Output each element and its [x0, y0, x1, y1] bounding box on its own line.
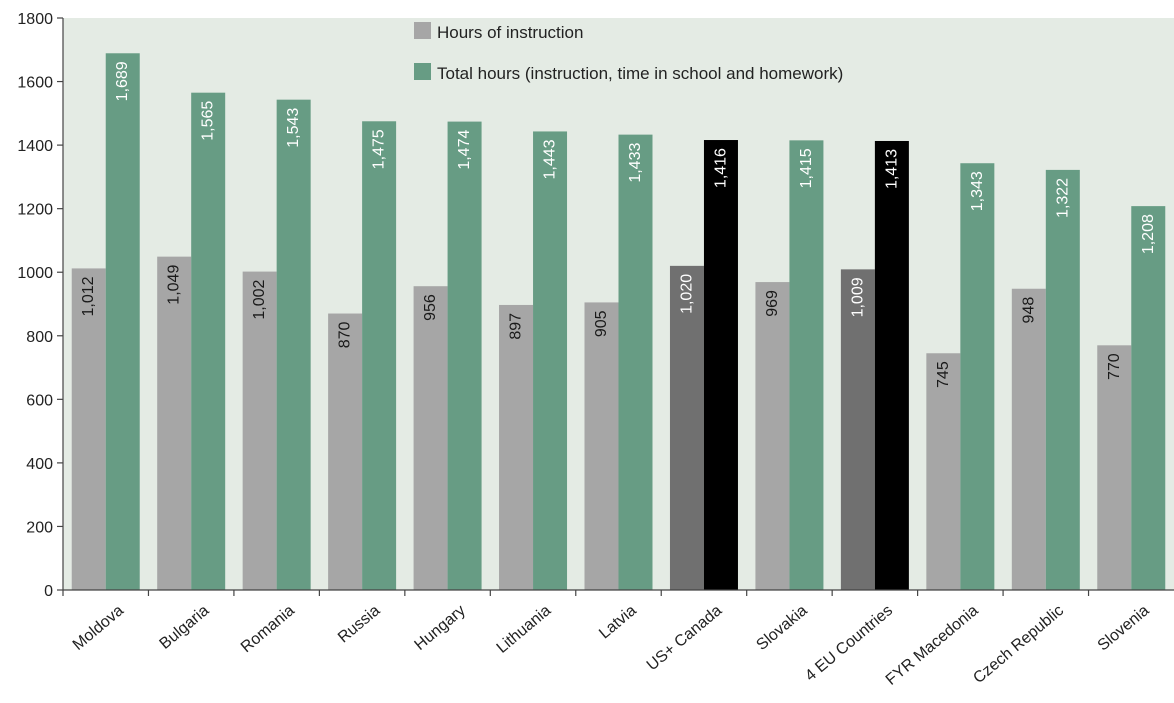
category-label-lithuania: Lithuania — [494, 602, 555, 657]
bar-instruction-lithuania — [499, 304, 534, 590]
bar-value-label: 1,049 — [166, 265, 183, 305]
y-ticks-group: 0 200 400 600 800 1000 1200 1400 1600 1800 — [17, 11, 63, 600]
bar-value-label: 745 — [935, 361, 952, 388]
category-label-bulgaria: Bulgaria — [157, 602, 213, 653]
bar-total-latvia — [618, 134, 653, 590]
category-label-fyr-macedonia: FYR Macedonia — [883, 602, 982, 689]
category-label-slovakia: Slovakia — [753, 602, 810, 654]
bar-value-label: 905 — [593, 310, 610, 337]
bar-instruction-slovenia — [1097, 345, 1132, 590]
legend-swatch-total-hours — [414, 63, 431, 80]
y-tick-label: 1800 — [17, 11, 53, 28]
bar-value-label: 870 — [337, 321, 354, 348]
bar-value-label: 897 — [508, 313, 525, 340]
category-label-us-canada: US+ Canada — [644, 602, 726, 674]
legend-label-hours-of-instruction: Hours of instruction — [437, 23, 583, 42]
bar-value-label: 948 — [1020, 297, 1037, 324]
bar-instruction-us-canada — [669, 265, 704, 590]
bar-total-fyr-macedonia — [960, 163, 995, 591]
bar-value-label: 956 — [422, 294, 439, 321]
bar-total-moldova — [105, 53, 140, 591]
legend-swatch-hours-of-instruction — [414, 22, 431, 39]
bar-instruction-russia — [328, 313, 363, 590]
bar-total-czech-republic — [1045, 169, 1080, 591]
y-tick-label: 1200 — [17, 202, 53, 219]
category-label-latvia: Latvia — [596, 602, 640, 643]
bar-value-label: 1,543 — [285, 108, 302, 148]
bar-instruction-czech-republic — [1011, 288, 1046, 590]
bar-value-label: 969 — [764, 290, 781, 317]
bar-total-us-canada — [703, 140, 738, 590]
bar-total-bulgaria — [191, 92, 226, 590]
bar-labels-group: 1,012 1,689 1,049 1,565 1,002 1,543 870 1,475 95… — [80, 61, 1157, 388]
y-tick-label: 1600 — [17, 75, 53, 92]
legend-label-total-hours: Total hours (instruction, time in school… — [437, 64, 843, 83]
bar-total-slovakia — [789, 140, 824, 590]
bar-total-hungary — [447, 121, 482, 591]
bar-value-label: 1,413 — [883, 149, 900, 189]
y-tick-label: 1000 — [17, 265, 53, 282]
category-label-czech-republic: Czech Republic — [970, 602, 1067, 687]
bar-instruction-romania — [242, 271, 277, 590]
bar-value-label: 770 — [1106, 353, 1123, 380]
bar-total-4-eu-countries — [874, 140, 909, 591]
bar-instruction-fyr-macedonia — [926, 353, 961, 590]
bar-total-slovenia — [1131, 206, 1166, 590]
bar-total-russia — [362, 121, 397, 591]
bar-value-label: 1,416 — [712, 148, 729, 188]
bar-instruction-slovakia — [755, 282, 790, 590]
y-tick-label: 800 — [26, 329, 53, 346]
category-label-romania: Romania — [238, 602, 298, 656]
bar-value-label: 1,474 — [456, 130, 473, 170]
bars-group — [71, 53, 1166, 591]
bar-instruction-bulgaria — [157, 256, 192, 590]
bar-value-label: 1,433 — [627, 143, 644, 183]
bar-value-label: 1,415 — [798, 148, 815, 188]
bar-total-lithuania — [533, 131, 568, 591]
bar-instruction-moldova — [71, 268, 106, 590]
x-ticks-group: Moldova Bulgaria Romania Russia Hungary Lithu… — [62, 590, 1153, 689]
y-tick-label: 600 — [26, 392, 53, 409]
category-label-russia: Russia — [335, 602, 383, 647]
category-label-moldova: Moldova — [70, 602, 127, 654]
bar-value-label: 1,443 — [542, 139, 559, 179]
category-label-slovenia: Slovenia — [1095, 602, 1153, 655]
bar-value-label: 1,565 — [200, 101, 217, 141]
category-label-4-eu-countries: 4 EU Countries — [802, 602, 896, 685]
bar-instruction-latvia — [584, 302, 619, 590]
bar-value-label: 1,343 — [969, 171, 986, 211]
bar-value-label: 1,020 — [678, 274, 695, 314]
bar-value-label: 1,208 — [1140, 214, 1157, 254]
bar-value-label: 1,002 — [251, 279, 268, 319]
bar-value-label: 1,009 — [849, 277, 866, 317]
bar-value-label: 1,475 — [371, 129, 388, 169]
y-tick-label: 200 — [26, 519, 53, 536]
bar-value-label: 1,012 — [80, 276, 97, 316]
bar-instruction-4-eu-countries — [840, 269, 875, 590]
bar-value-label: 1,689 — [114, 61, 131, 101]
y-tick-label: 0 — [44, 583, 53, 600]
legend: Hours of instruction Total hours (instru… — [414, 22, 843, 83]
bar-instruction-hungary — [413, 286, 448, 590]
bar-value-label: 1,322 — [1054, 178, 1071, 218]
bar-total-romania — [276, 99, 311, 591]
y-tick-label: 400 — [26, 456, 53, 473]
category-label-hungary: Hungary — [412, 602, 469, 654]
y-tick-label: 1400 — [17, 138, 53, 155]
